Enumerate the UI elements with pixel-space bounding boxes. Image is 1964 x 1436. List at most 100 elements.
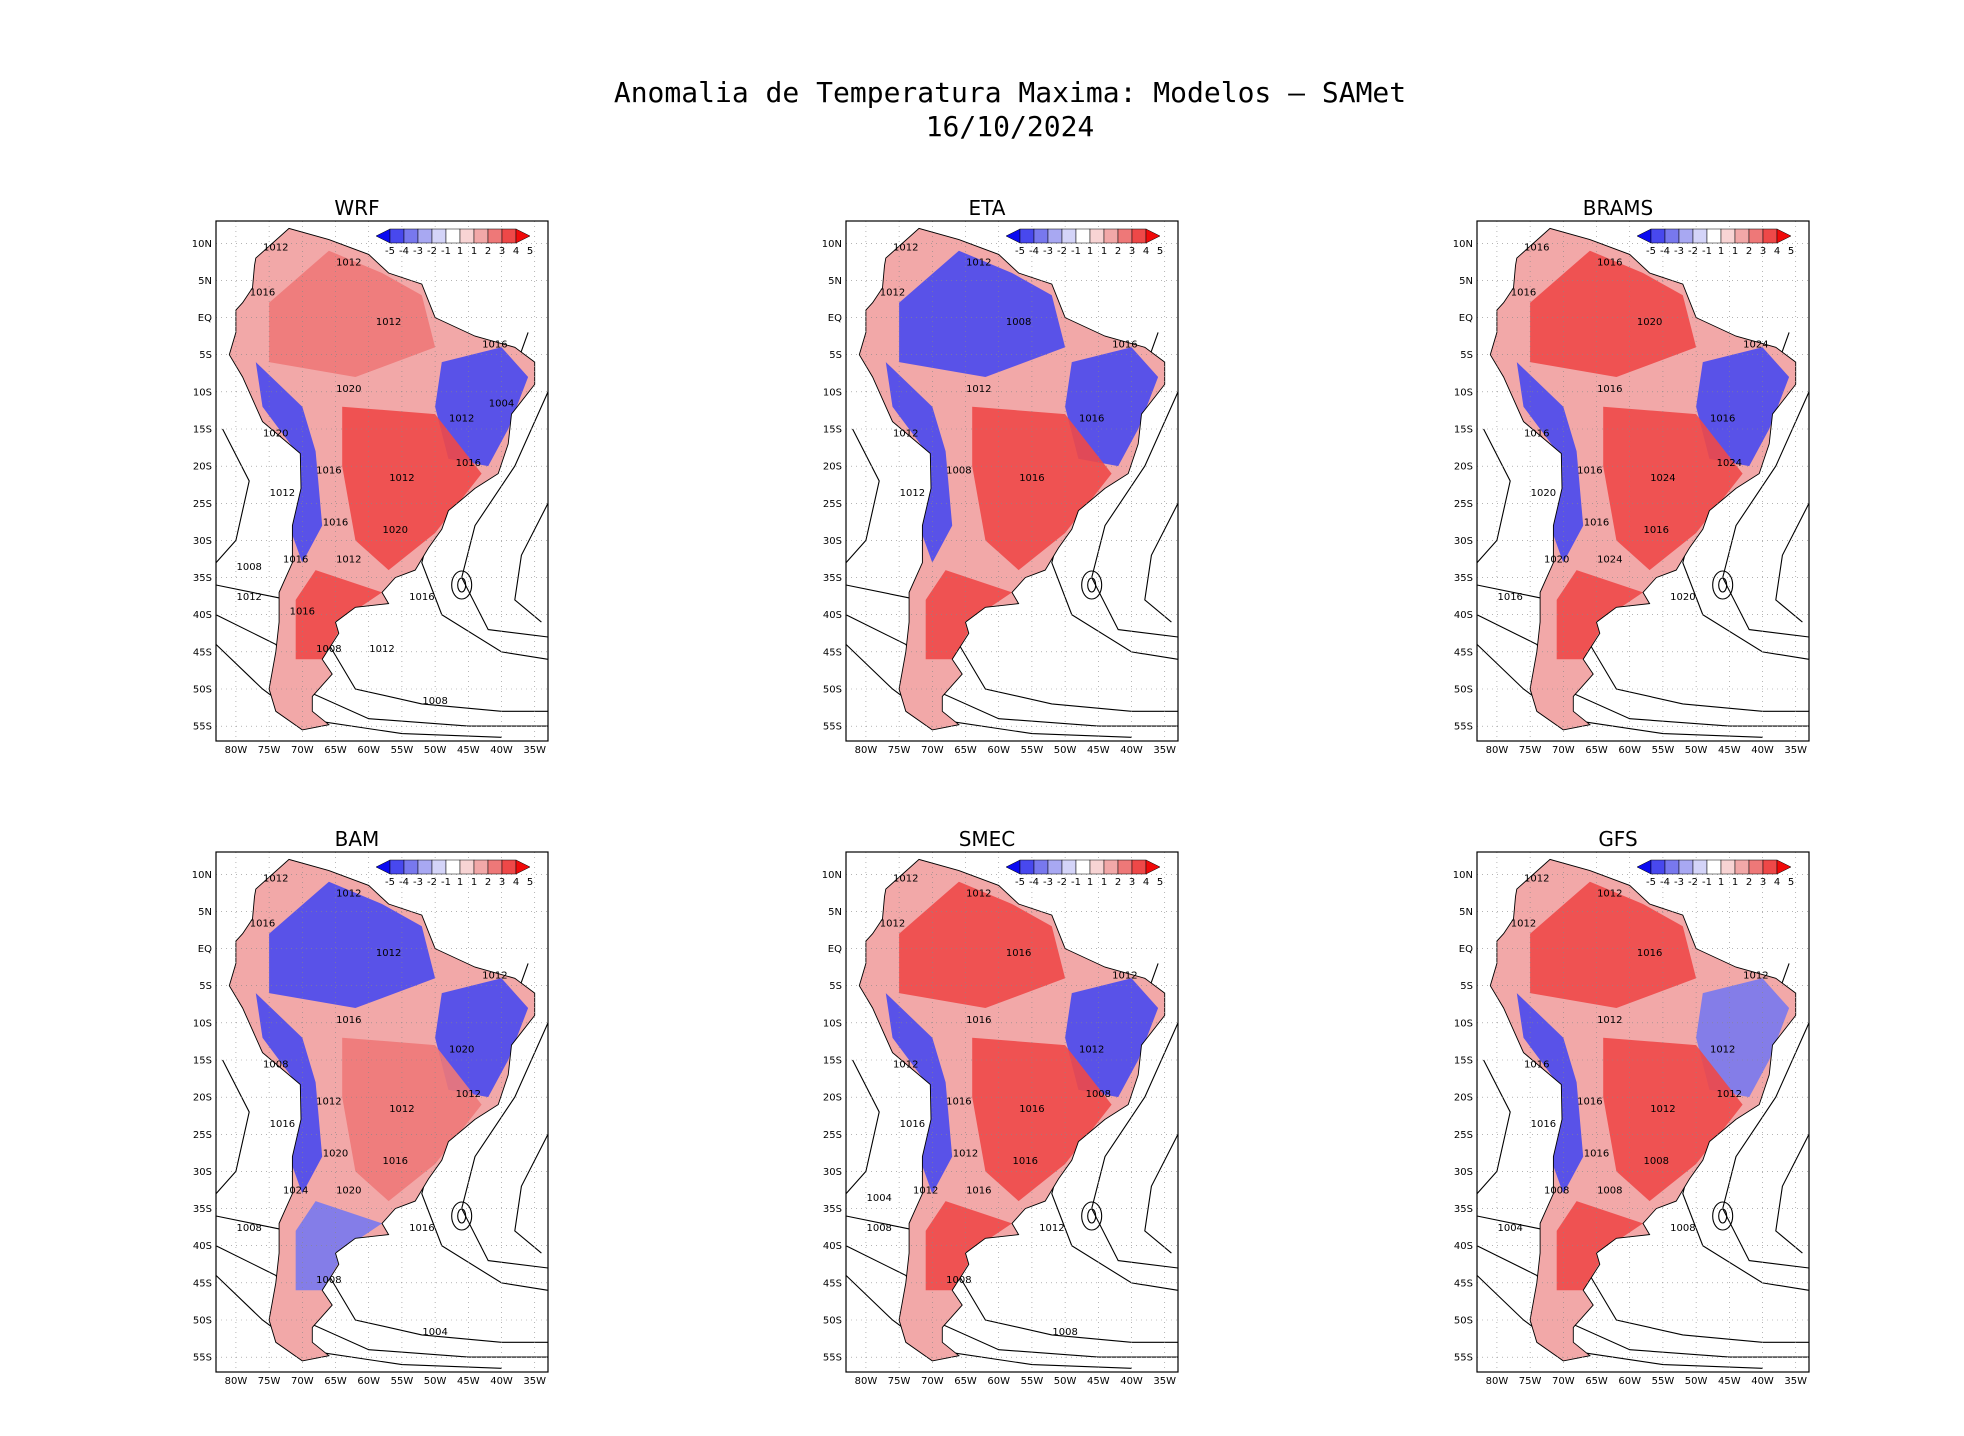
isobar-label: 1016: [270, 1119, 295, 1130]
lat-tick-label: 35S: [1454, 1204, 1473, 1215]
anomaly-region-center: [342, 406, 482, 571]
isobar-label: 1008: [1052, 1327, 1077, 1338]
panel-title: BAM: [334, 827, 380, 851]
colorbar-swatch: [473, 228, 489, 244]
lat-tick-label: 10S: [823, 387, 842, 398]
grid-lines: [216, 852, 548, 1372]
colorbar-label: 3: [1129, 877, 1135, 888]
colorbar-swatch: [417, 859, 433, 875]
lon-tick-label: 60W: [987, 745, 1010, 756]
anomaly-region-northeast: [1065, 347, 1159, 467]
lon-tick-label: 65W: [324, 745, 347, 756]
grid-lines: [1477, 221, 1809, 741]
isobar-label: 1012: [1710, 1045, 1735, 1056]
lat-tick-label: 50S: [1454, 685, 1473, 696]
colorbar-label: 1: [471, 877, 477, 888]
lon-tick-label: 45W: [1087, 1376, 1110, 1387]
colorbar-swatch: [1692, 859, 1708, 875]
lon-tick-label: 35W: [1784, 1376, 1807, 1387]
coastline: [858, 227, 1166, 731]
grid-lines: [1477, 852, 1809, 1372]
lon-tick-label: 60W: [357, 745, 380, 756]
colorbar-label: 1: [1718, 877, 1724, 888]
lat-tick-label: EQ: [198, 313, 212, 324]
colorbar-label: 4: [1143, 246, 1149, 257]
colorbar-label: 5: [527, 246, 533, 257]
colorbar-label: 4: [513, 246, 519, 257]
isobar-label: 1008: [1670, 1223, 1695, 1234]
grid-lines: [846, 852, 1178, 1372]
lon-tick-label: 55W: [1021, 1376, 1044, 1387]
lon-tick-label: 50W: [1685, 745, 1708, 756]
lat-tick-label: 5S: [829, 981, 842, 992]
lon-tick-label: 45W: [1087, 745, 1110, 756]
lon-tick-label: 65W: [1585, 745, 1608, 756]
isobar-label: 1016: [1584, 518, 1609, 529]
colorbar-label: 3: [1760, 246, 1766, 257]
lon-tick-label: 70W: [1552, 745, 1575, 756]
lat-tick-label: 10S: [193, 1018, 212, 1029]
lon-tick-label: 45W: [1718, 745, 1741, 756]
isobar-label: 1004: [489, 399, 514, 410]
isobar-label: 1012: [389, 1104, 414, 1115]
lon-tick-label: 50W: [1054, 745, 1077, 756]
isobar-label: 1016: [1019, 473, 1044, 484]
lat-tick-label: 35S: [823, 1204, 842, 1215]
isobar-label: 1016: [283, 555, 308, 566]
coastline: [1489, 227, 1797, 731]
lon-tick-label: 40W: [490, 745, 513, 756]
lat-tick-label: 45S: [1454, 1278, 1473, 1289]
anomaly-field: [229, 228, 535, 730]
lon-tick-label: 60W: [357, 1376, 380, 1387]
isobar-label: 1016: [946, 1097, 971, 1108]
isobar-label: 1012: [966, 889, 991, 900]
lat-tick-label: 20S: [1454, 462, 1473, 473]
isobar-label: 1024: [1650, 473, 1675, 484]
colorbar-label: -5: [1646, 877, 1656, 888]
isobar-label: 1012: [893, 1059, 918, 1070]
anomaly-region-center: [342, 1037, 482, 1202]
lat-tick-label: 15S: [193, 1056, 212, 1067]
colorbar-swatch: [1075, 859, 1091, 875]
isobar-label: 1012: [376, 948, 401, 959]
colorbar-label: -1: [1702, 246, 1712, 257]
lon-tick-label: 55W: [1652, 1376, 1675, 1387]
lon-tick-label: 40W: [1120, 1376, 1143, 1387]
lat-tick-label: 10S: [1454, 1018, 1473, 1029]
lat-tick-label: 30S: [823, 536, 842, 547]
isobar-label: 1012: [1079, 1045, 1104, 1056]
lon-tick-label: 65W: [324, 1376, 347, 1387]
panel-brams: BRAMS 1016 1016 1016 1020 1024 1016 1016 1016 10…: [1441, 195, 1810, 756]
isobar-label: 1016: [336, 1015, 361, 1026]
lat-tick-label: 10N: [1453, 870, 1473, 881]
anomaly-region-north: [899, 881, 1066, 1008]
panel-gfs: GFS 1012 1012 1012 1016 1012 1012 1012 1016 1016…: [1441, 826, 1810, 1387]
anomaly-region-south: [925, 1201, 1012, 1291]
anomaly-region-south: [295, 570, 382, 660]
isobar-label: 1012: [893, 243, 918, 254]
lon-tick-label: 80W: [1486, 1376, 1509, 1387]
isobar-label: 1016: [383, 1156, 408, 1167]
isobar-label: 1012: [966, 258, 991, 269]
isobar-label: 1012: [913, 1186, 938, 1197]
isobar-label: 1012: [1717, 1089, 1742, 1100]
isobar-label: 1004: [866, 1193, 891, 1204]
colorbar: -5 -4 -3 -2 -1 1 1 2 3 4 5: [1005, 859, 1163, 888]
lat-tick-label: 30S: [1454, 536, 1473, 547]
isobar-label: 1012: [966, 384, 991, 395]
isobar-label: 1016: [1524, 243, 1549, 254]
lat-tick-label: 30S: [823, 1167, 842, 1178]
isobar-label: 1012: [263, 874, 288, 885]
colorbar-swatch: [1678, 228, 1694, 244]
isobar-label: 1012: [482, 970, 507, 981]
colorbar-label: 1: [457, 246, 463, 257]
anomaly-region-south: [1556, 570, 1643, 660]
lat-tick-label: 55S: [823, 1353, 842, 1364]
lat-tick-label: 35S: [823, 573, 842, 584]
isobar-label: 1012: [336, 258, 361, 269]
lon-tick-label: 70W: [1552, 1376, 1575, 1387]
anomaly-region-south: [925, 570, 1012, 660]
isobar-label: 1008: [1086, 1089, 1111, 1100]
isobar-label: 1008: [866, 1223, 891, 1234]
colorbar-swatch: [473, 859, 489, 875]
